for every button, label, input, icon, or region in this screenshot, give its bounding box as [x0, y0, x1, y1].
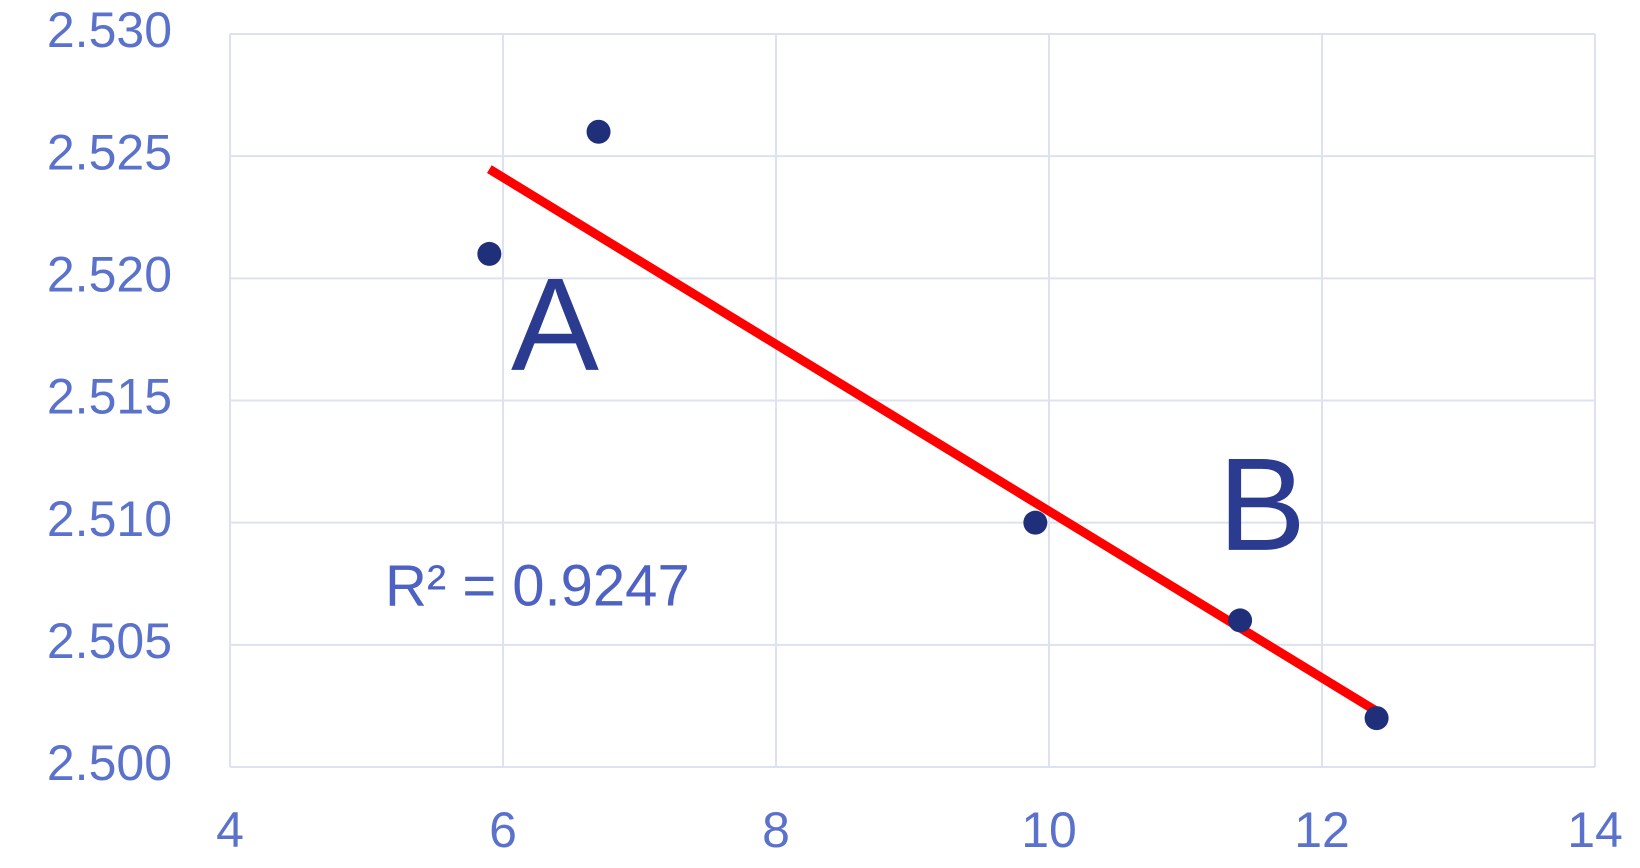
annotation: B	[1218, 431, 1306, 578]
r-squared: R² = 0.9247	[385, 553, 690, 618]
point	[1023, 510, 1048, 535]
y-tick-label: 2.530	[47, 2, 172, 58]
x-tick-label: 4	[216, 802, 244, 858]
x-tick-label: 12	[1294, 802, 1350, 858]
point	[477, 241, 502, 266]
point	[586, 119, 611, 144]
y-tick-label: 2.500	[47, 735, 172, 791]
point	[1228, 608, 1253, 633]
x-tick-label: 6	[489, 802, 517, 858]
y-tick-label: 2.525	[47, 124, 172, 180]
point	[1364, 706, 1389, 731]
y-tick-label: 2.505	[47, 613, 172, 669]
x-tick-label: 8	[762, 802, 790, 858]
annotation: A	[511, 251, 599, 398]
x-tick-label: 14	[1567, 802, 1623, 858]
x-tick-label: 10	[1021, 802, 1077, 858]
y-tick-label: 2.510	[47, 491, 172, 547]
y-tick-label: 2.520	[47, 247, 172, 303]
y-tick-label: 2.515	[47, 369, 172, 425]
